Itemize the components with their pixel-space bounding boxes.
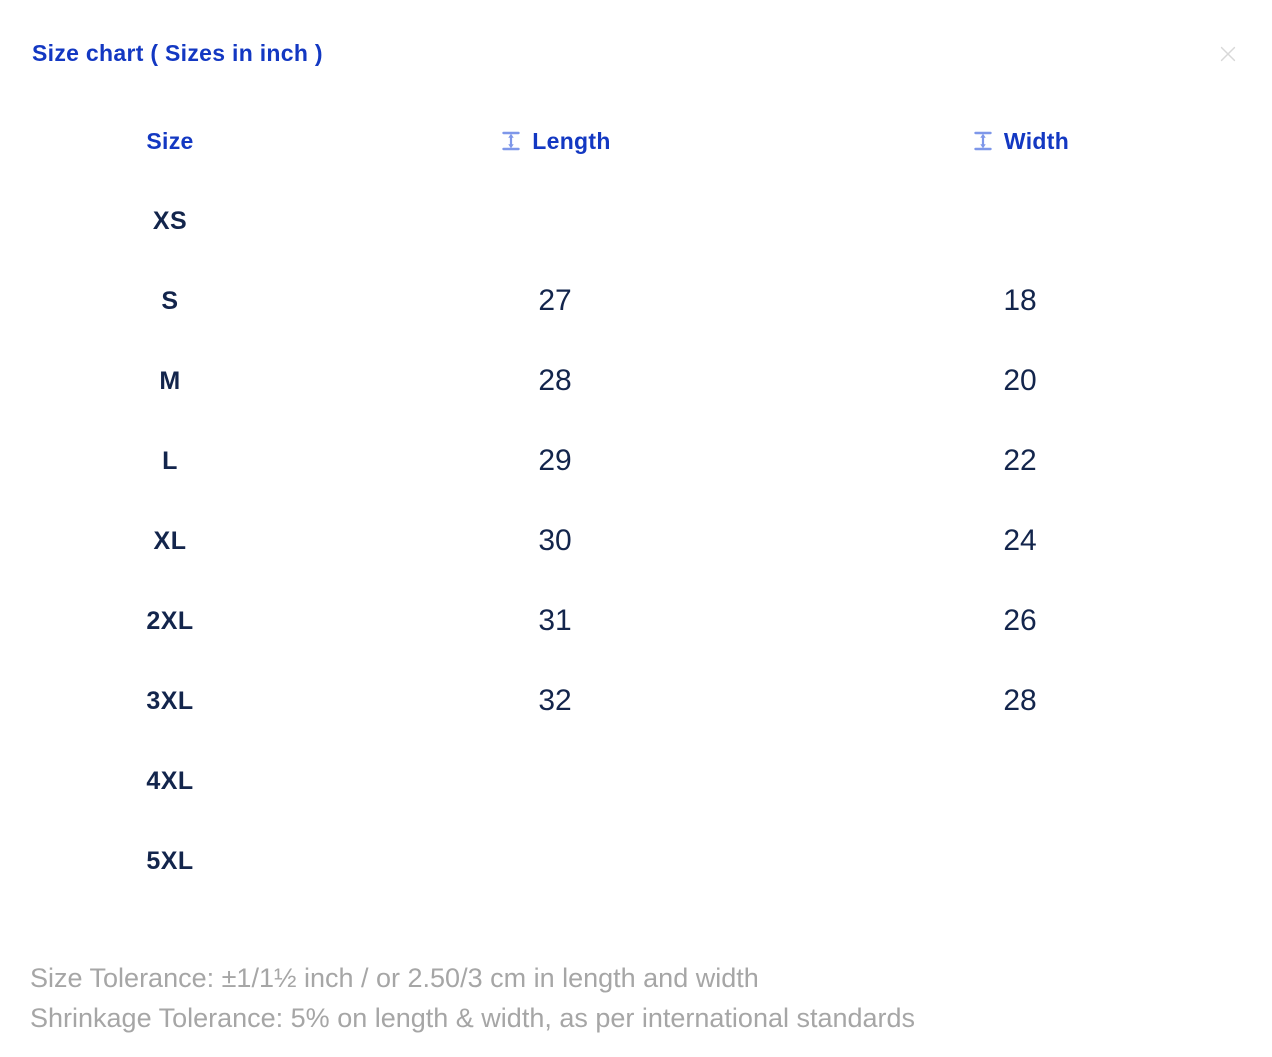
table-row: 4XL (0, 741, 1272, 821)
table-row: 3XL 32 28 (0, 661, 1272, 741)
modal-header: Size chart ( Sizes in inch ) (0, 0, 1272, 67)
measure-vertical-icon (502, 131, 520, 151)
table-row: XL 30 24 (0, 501, 1272, 581)
length-cell: 29 (538, 444, 572, 477)
length-cell: 28 (538, 364, 572, 397)
size-cell: XL (153, 526, 187, 555)
column-header-length: Length (340, 128, 770, 155)
column-header-size: Size (0, 128, 340, 155)
table-body: XS S 27 18 M 28 20 L 29 22 XL 30 24 2XL 31 26 3XL 32 28 4XL… (0, 181, 1272, 901)
size-table: Size Length Width XS S 27 18 M 28 20 L 29 22 XL 30 2… (0, 101, 1272, 901)
length-cell: 31 (538, 604, 572, 637)
size-cell: S (161, 286, 179, 315)
width-cell: 18 (1003, 284, 1037, 317)
width-cell: 26 (1003, 604, 1037, 637)
table-row: S 27 18 (0, 261, 1272, 341)
table-row: M 28 20 (0, 341, 1272, 421)
size-cell: L (162, 446, 178, 475)
size-cell: 4XL (146, 766, 194, 795)
modal-title: Size chart ( Sizes in inch ) (32, 40, 323, 66)
tolerance-notes: Size Tolerance: ±1/1½ inch / or 2.50/3 c… (0, 958, 1272, 1038)
length-cell: 30 (538, 524, 572, 557)
size-cell: XS (152, 206, 188, 235)
measure-vertical-icon (974, 131, 992, 151)
table-row: XS (0, 181, 1272, 261)
size-cell: M (159, 366, 181, 395)
column-header-label: Size (146, 127, 194, 154)
length-cell: 32 (538, 684, 572, 717)
size-cell: 3XL (146, 686, 194, 715)
close-icon[interactable] (1216, 42, 1240, 66)
column-header-label: Length (532, 127, 611, 154)
column-header-width: Width (770, 128, 1270, 155)
table-header-row: Size Length Width (0, 101, 1272, 181)
table-row: 2XL 31 26 (0, 581, 1272, 661)
width-cell: 22 (1003, 444, 1037, 477)
size-cell: 5XL (146, 846, 194, 875)
width-cell: 24 (1003, 524, 1037, 557)
size-tolerance-note: Size Tolerance: ±1/1½ inch / or 2.50/3 c… (30, 963, 759, 993)
width-cell: 28 (1003, 684, 1037, 717)
table-row: 5XL (0, 821, 1272, 901)
width-cell: 20 (1003, 364, 1037, 397)
table-row: L 29 22 (0, 421, 1272, 501)
length-cell: 27 (538, 284, 572, 317)
column-header-label: Width (1003, 127, 1070, 154)
size-cell: 2XL (146, 606, 194, 635)
shrinkage-tolerance-note: Shrinkage Tolerance: 5% on length & widt… (30, 1003, 916, 1033)
